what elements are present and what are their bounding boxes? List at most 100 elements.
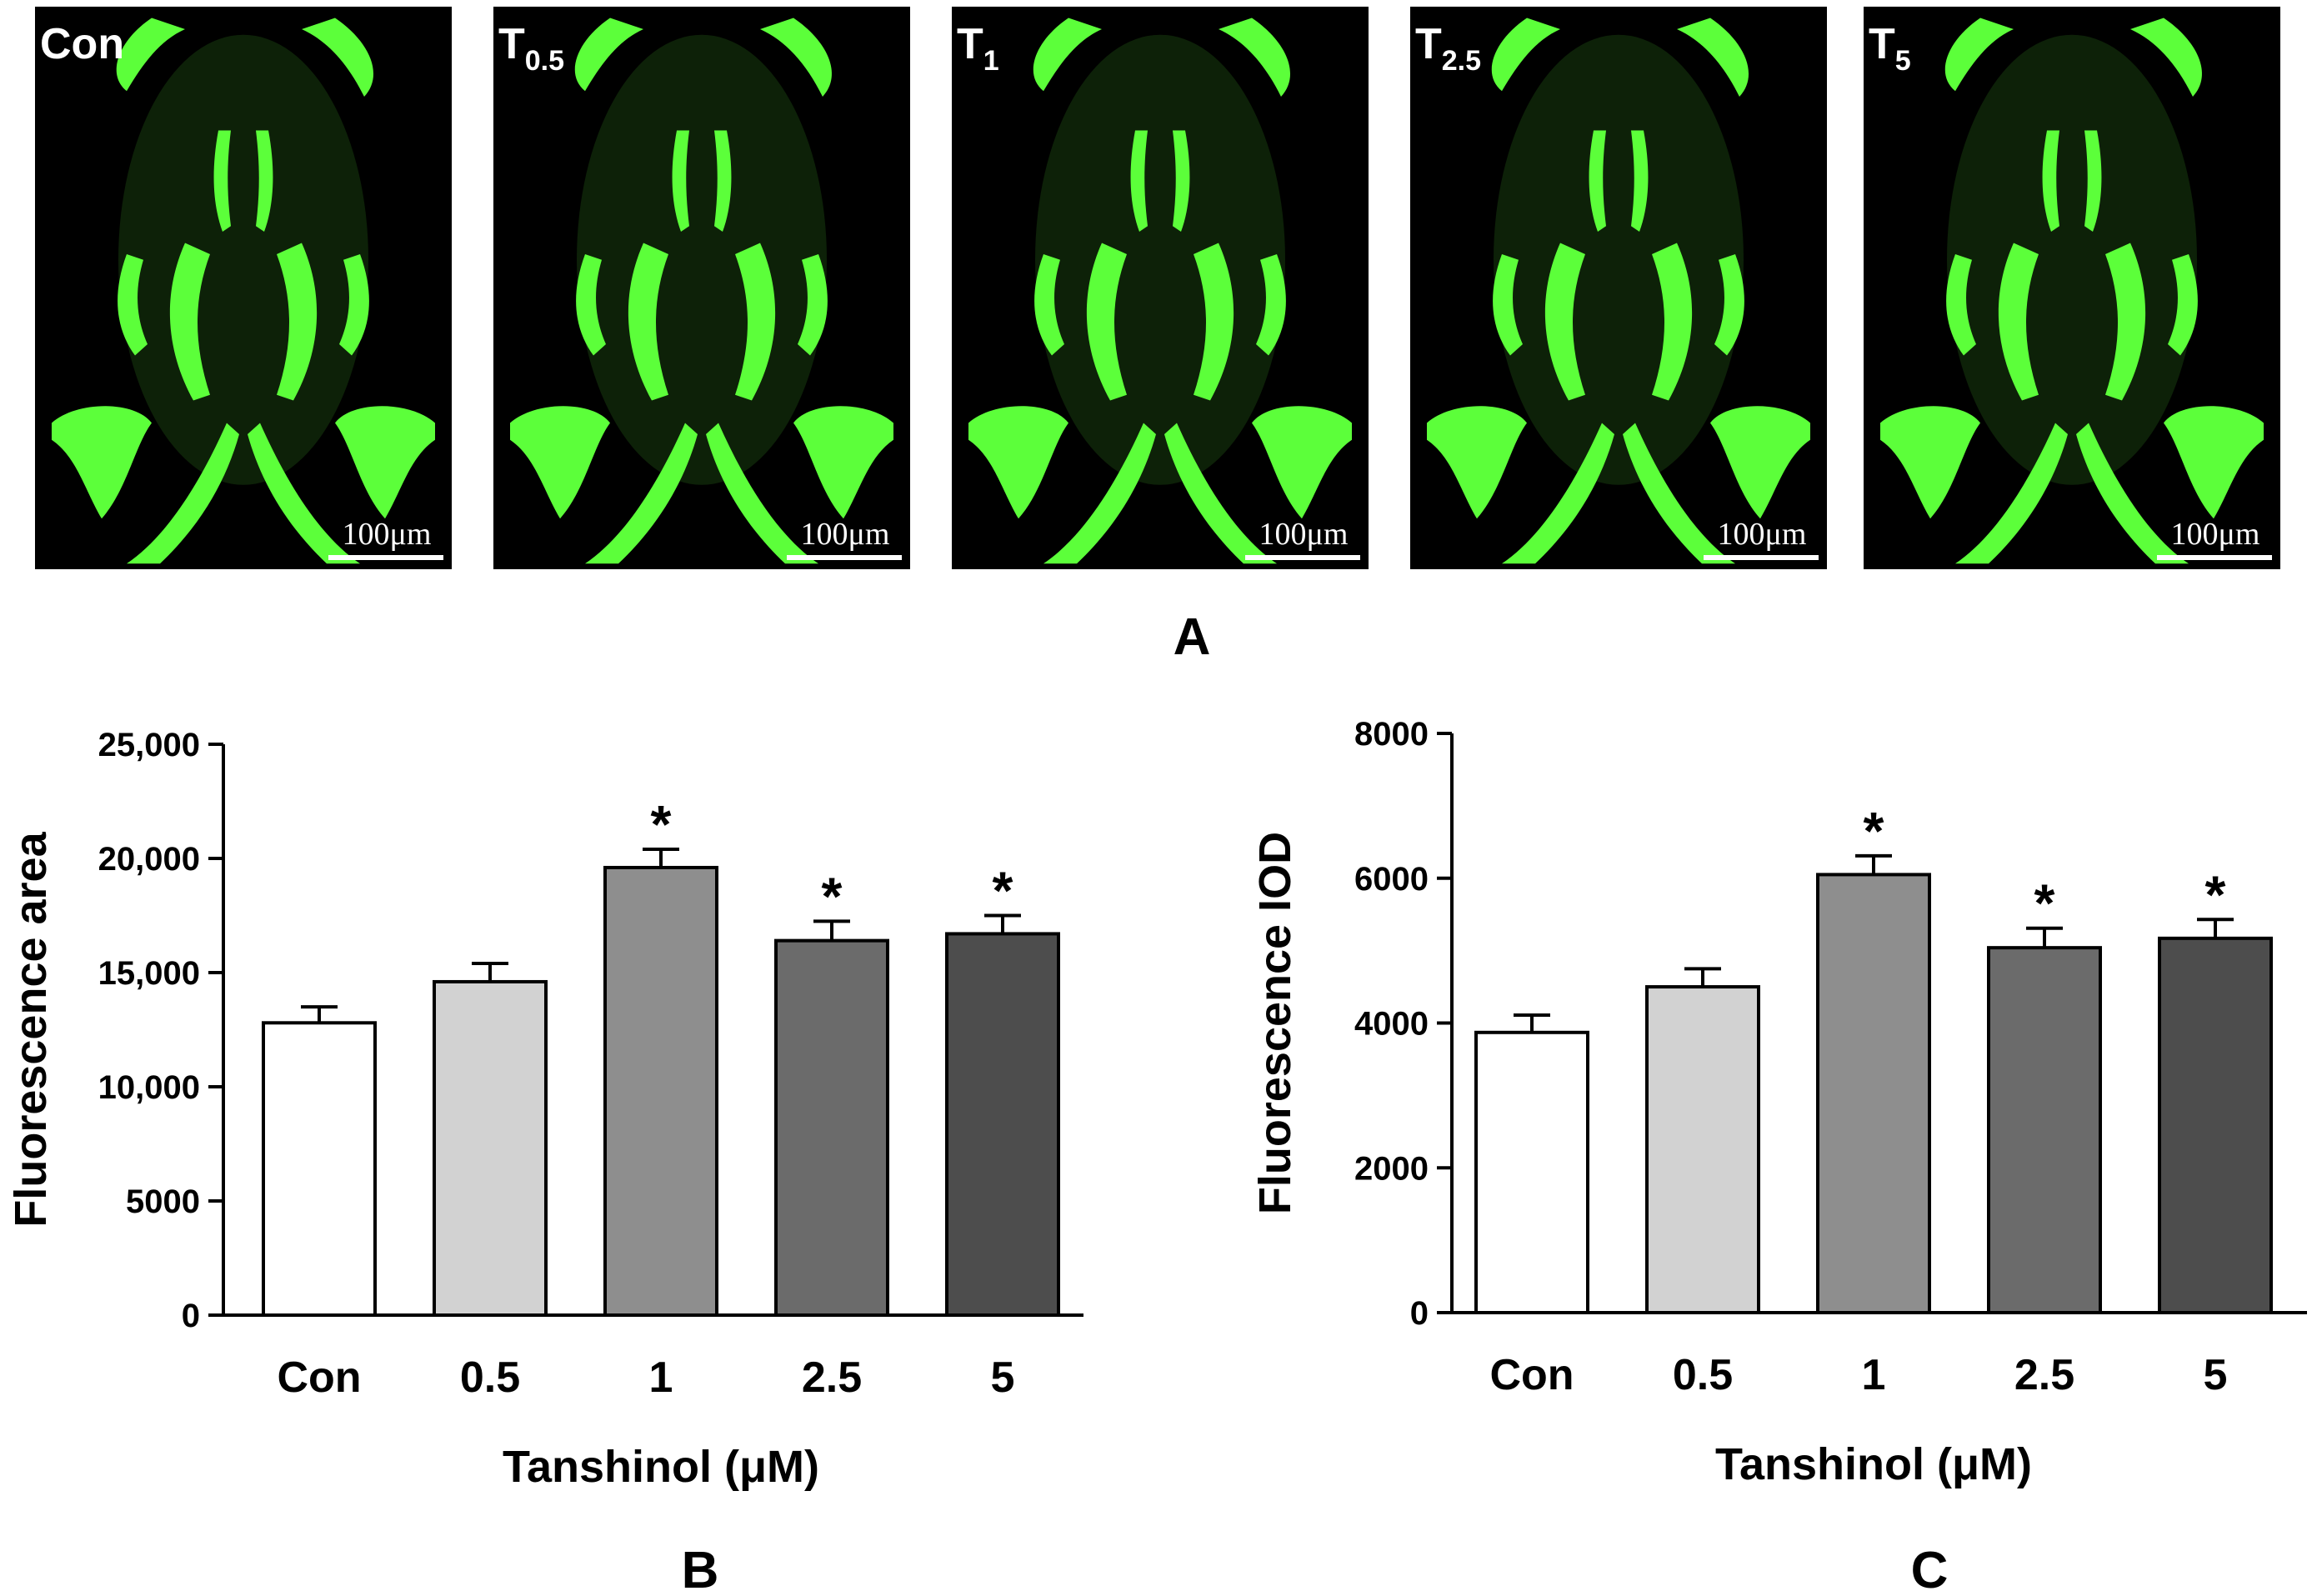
micrograph-panel: T0.5 100μm [493,7,910,569]
cartilage-shape [1252,406,1352,519]
y-tick-label: 8000 [1354,716,1429,753]
micrograph-label: Con [40,20,124,68]
y-tick-label: 0 [182,1298,200,1334]
cartilage-shape [574,18,643,92]
cartilage-shape [1880,406,1980,519]
cartilage-fluorescence [510,18,893,564]
micrograph-panel: T2.5 100μm [1410,7,1827,569]
cartilage-shape [1219,18,1291,98]
cartilage-shape [118,254,148,356]
bar [774,938,889,1317]
micrograph-panel: T5 100μm [1864,7,2280,569]
cartilage-fluorescence [1880,18,2264,564]
micrograph-panel: T1 100μm [952,7,1369,569]
bar [262,1021,377,1318]
cartilage-shape [256,130,273,232]
cartilage-shape [1677,18,1749,98]
cartilage-shape [1710,406,1810,519]
y-tick-label: 2000 [1354,1150,1429,1187]
cartilage-shape [116,18,185,92]
significance-marker: * [822,866,843,926]
scale-bar-label: 100μm [1259,517,1349,552]
bar [1816,873,1931,1314]
cartilage-shape [793,406,893,519]
micrograph-label: T5 [1869,20,1911,77]
cartilage-shape [339,254,369,356]
cartilage-shape [1944,18,2014,92]
cartilage-shape [714,130,732,232]
cartilage-shape [576,254,606,356]
bar [2158,936,2273,1314]
panel-label-b: B [682,1542,719,1596]
cartilage-shape [706,423,818,564]
y-tick-label: 4000 [1354,1006,1429,1043]
cartilage-shape [1173,130,1190,232]
cartilage-shape [1955,423,2068,564]
significance-marker: * [2205,864,2226,924]
cartilage-shape [2042,130,2059,232]
x-tick-label: 0.5 [1673,1351,1733,1399]
cartilage-shape [1130,130,1148,232]
cartilage-shape [1164,423,1277,564]
cartilage-shape [52,406,152,519]
cartilage-shape [277,243,318,401]
chart-fluorescence-area: 0 5000 10,000 15,000 20,000 25,000 Con 0.5 * 1 * 2.… [6,727,1083,1492]
cartilage-shape [2076,423,2189,564]
chart-fluorescence-iod: 0 2000 4000 6000 8000 Con 0.5 * 1 * 2.5 * 5 Tanshinol… [1250,716,2307,1489]
cartilage-shape [1427,406,1527,519]
significance-marker: * [2034,873,2055,933]
bar [433,979,548,1317]
panel-label-c: C [1911,1542,1949,1596]
scale-bar-label: 100μm [2171,517,2260,552]
y-axis-title: Fluorescence IOD [1250,832,1300,1214]
tissue-glow [1947,34,2197,485]
x-tick-label: Con [277,1353,361,1402]
cartilage-shape [1086,243,1127,401]
significance-marker: * [651,794,672,854]
y-tick-label: 6000 [1354,861,1429,898]
bar [603,865,718,1317]
bar [1987,946,2102,1315]
x-tick-label: 2.5 [2014,1351,2074,1399]
y-tick-label: 20,000 [98,841,200,878]
cartilage-shape [968,406,1068,519]
x-tick-label: 1 [649,1353,673,1402]
x-tick-label: 1 [1862,1351,1886,1399]
y-axis-title: Fluorescence area [6,831,56,1227]
cartilage-shape [798,254,828,356]
cartilage-shape [1544,243,1585,401]
cartilage-shape [2168,254,2198,356]
cartilage-shape [169,243,211,401]
cartilage-shape [1652,243,1693,401]
cartilage-shape [1034,254,1064,356]
micrograph-label: T1 [957,20,999,77]
cartilage-shape [1623,423,1735,564]
tissue-glow [1035,34,1285,485]
bar [1645,985,1760,1314]
scale-bar-label: 100μm [1718,517,1807,552]
panel-label-a: A [1174,608,1211,666]
cartilage-shape [1491,18,1560,92]
cartilage-shape [1714,254,1744,356]
x-tick-label: Con [1489,1351,1574,1399]
cartilage-shape [1256,254,1286,356]
scale-bar-label: 100μm [801,517,890,552]
cartilage-shape [1502,423,1614,564]
x-tick-label: 2.5 [802,1353,862,1402]
cartilage-shape [1194,243,1234,401]
y-tick-label: 0 [1410,1295,1429,1332]
cartilage-shape [2130,18,2203,98]
cartilage-shape [585,423,698,564]
cartilage-shape [2084,130,2102,232]
cartilage-shape [1033,18,1102,92]
cartilage-shape [735,243,776,401]
y-tick-label: 10,000 [98,1069,200,1106]
y-tick-label: 15,000 [98,955,200,992]
x-tick-label: 5 [2204,1351,2228,1399]
cartilage-shape [302,18,374,98]
cartilage-shape [248,423,360,564]
y-tick-label: 25,000 [98,727,200,763]
micrograph-row: Con 100μm T0.5 100μm T1 100μm T2.5 100μm T5 100μm [35,7,2280,569]
significance-marker: * [1864,801,1884,861]
